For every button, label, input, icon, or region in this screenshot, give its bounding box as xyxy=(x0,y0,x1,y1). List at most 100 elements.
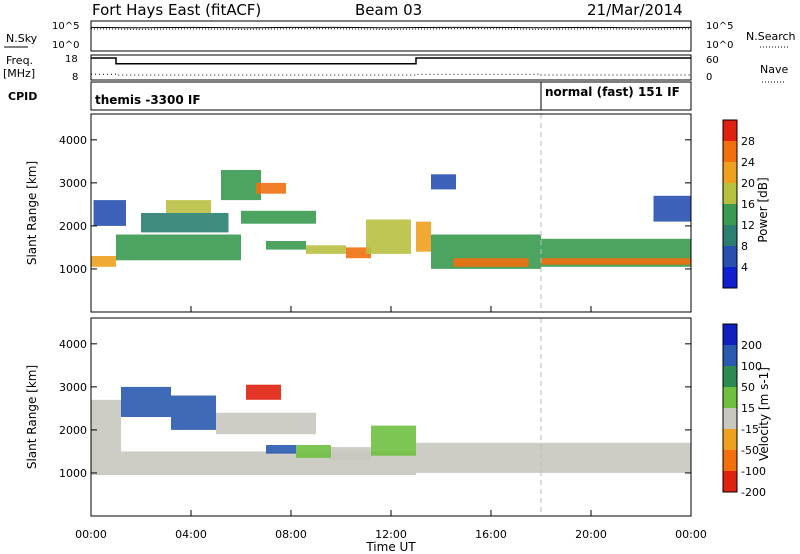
colorbar-swatch-7 xyxy=(723,267,737,288)
freq-left-label: Freq. xyxy=(6,54,33,67)
ytick-label-3: 4000 xyxy=(59,134,87,147)
freq-left-unit: [MHz] xyxy=(3,67,35,80)
data-region-4 xyxy=(171,395,216,430)
colorbar-swatch-6 xyxy=(723,450,737,471)
colorbar-frame xyxy=(722,119,738,289)
data-region-9 xyxy=(306,245,346,254)
velocity-colorbar: 200 100 50 15 -15 -50 -100 -200 xyxy=(722,323,766,499)
colorbar-tick-6: 28 xyxy=(741,135,755,148)
freq-panel-frame xyxy=(90,54,692,81)
nave-line xyxy=(91,73,691,76)
data-region-5 xyxy=(246,384,281,400)
cpid-segment-1: normal (fast) 151 IF xyxy=(545,85,680,99)
cpid-segment-0: themis -3300 IF xyxy=(95,93,201,107)
colorbar-swatch-5 xyxy=(723,429,737,450)
colorbar-swatch-1 xyxy=(723,345,737,366)
data-region-5 xyxy=(221,170,261,201)
data-region-1 xyxy=(116,234,241,261)
colorbar-swatch-3 xyxy=(723,183,737,204)
colorbar-swatch-4 xyxy=(723,408,737,429)
xtick-label-6: 00:00 xyxy=(675,528,707,541)
data-region-9 xyxy=(371,425,416,456)
colorbar-swatch-2 xyxy=(723,366,737,387)
x-axis: 00:00 04:00 08:00 12:00 16:00 20:00 00:00 xyxy=(75,306,707,541)
data-region-2 xyxy=(93,200,126,226)
nave-right-label: Nave xyxy=(760,63,788,76)
colorbar-tick-7: -200 xyxy=(741,486,766,499)
data-region-14 xyxy=(453,258,529,267)
data-region-18 xyxy=(653,195,691,222)
power-data xyxy=(91,170,691,269)
colorbar-tick-1: 8 xyxy=(741,240,748,253)
data-region-7 xyxy=(296,445,331,458)
colorbar-tick-4: -15 xyxy=(741,423,759,436)
freq-right-tick-bottom: 0 xyxy=(706,72,712,83)
x-axis-label: Time UT xyxy=(365,540,416,554)
data-region-6 xyxy=(266,445,296,454)
colorbar-swatch-0 xyxy=(723,324,737,345)
xtick-label-2: 08:00 xyxy=(275,528,307,541)
velocity-data xyxy=(91,384,691,476)
noise-right-tick-bottom: 10^0 xyxy=(706,40,733,51)
xtick-label-5: 20:00 xyxy=(575,528,607,541)
colorbar-swatch-3 xyxy=(723,387,737,408)
ytick-label-1: 2000 xyxy=(59,424,87,437)
data-region-8 xyxy=(331,447,371,460)
noise-left-label: N.Sky xyxy=(6,32,38,45)
colorbar-tick-6: -100 xyxy=(741,465,766,478)
freq-right-tick-top: 60 xyxy=(706,55,719,66)
ytick-label-2: 3000 xyxy=(59,381,87,394)
noise-search-line xyxy=(90,28,692,30)
colorbar-frame xyxy=(722,323,738,493)
colorbar-tick-2: 12 xyxy=(741,219,755,232)
date-title: 21/Mar/2014 xyxy=(587,1,683,19)
data-region-7 xyxy=(241,210,316,224)
colorbar-tick-3: 16 xyxy=(741,198,755,211)
noise-left-tick-top: 10^5 xyxy=(52,21,79,32)
data-region-1 xyxy=(416,442,691,473)
colorbar-swatch-2 xyxy=(723,162,737,183)
xtick-label-3: 12:00 xyxy=(375,528,407,541)
power-colorbar: 4 8 12 16 20 24 28 xyxy=(722,119,755,289)
data-region-10 xyxy=(91,399,121,452)
xtick-label-1: 04:00 xyxy=(175,528,207,541)
colorbar-tick-5: -50 xyxy=(741,444,759,457)
colorbar-swatch-1 xyxy=(723,141,737,162)
power-panel: 1000 2000 3000 4000 Slant Range [km] 4 8 12 16… xyxy=(25,113,770,313)
colorbar-tick-0: 200 xyxy=(741,339,762,352)
data-region-8 xyxy=(266,241,306,250)
freq-left-tick-top: 18 xyxy=(65,54,78,65)
cpid-panel-frame xyxy=(90,81,692,111)
cpid-label: CPID xyxy=(8,90,37,103)
ytick-label-3: 4000 xyxy=(59,338,87,351)
power-colorbar-label: Power [dB] xyxy=(756,177,770,242)
data-region-16 xyxy=(541,258,691,265)
ytick-label-0: 1000 xyxy=(59,263,87,276)
xtick-label-4: 16:00 xyxy=(475,528,507,541)
colorbar-tick-4: 20 xyxy=(741,177,755,190)
freq-panel: Freq. [MHz] 18 8 60 0 Nave xyxy=(3,54,788,83)
noise-right-tick-top: 10^5 xyxy=(706,21,733,32)
colorbar-swatch-5 xyxy=(723,225,737,246)
data-region-0 xyxy=(91,256,116,267)
colorbar-tick-3: 15 xyxy=(741,402,755,415)
data-region-11 xyxy=(366,219,411,254)
noise-panel-frame xyxy=(90,20,692,52)
data-region-3 xyxy=(141,213,229,233)
colorbar-tick-5: 24 xyxy=(741,156,755,169)
velocity-colorbar-label: Velocity [m s-1] xyxy=(757,367,771,461)
xtick-label-0: 00:00 xyxy=(75,528,107,541)
data-region-10 xyxy=(346,247,371,259)
data-region-2 xyxy=(216,412,316,435)
noise-right-label: N.Search xyxy=(746,30,796,43)
colorbar-swatch-4 xyxy=(723,204,737,225)
beam-title: Beam 03 xyxy=(355,1,422,19)
ytick-label-0: 1000 xyxy=(59,467,87,480)
freq-line xyxy=(91,57,691,65)
power-ylabel: Slant Range [km] xyxy=(25,161,39,265)
data-region-6 xyxy=(256,182,286,194)
data-region-4 xyxy=(166,200,211,213)
colorbar-swatch-7 xyxy=(723,471,737,492)
cpid-panel: CPID themis -3300 IF normal (fast) 151 I… xyxy=(8,81,692,111)
